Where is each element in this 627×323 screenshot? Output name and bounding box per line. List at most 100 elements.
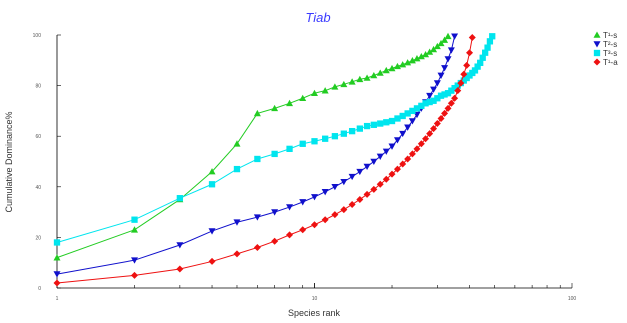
- legend-item: T³-s: [593, 49, 617, 58]
- data-point: [444, 32, 452, 40]
- y-tick-label: 60: [35, 134, 41, 140]
- data-point: [311, 221, 318, 229]
- data-point: [430, 97, 437, 104]
- data-point: [404, 110, 411, 117]
- data-point: [340, 206, 348, 214]
- data-point: [356, 195, 364, 203]
- data-point: [404, 155, 412, 163]
- legend-label: T³-s: [603, 49, 617, 58]
- data-point: [233, 250, 241, 258]
- data-point: [430, 45, 438, 53]
- data-point: [422, 135, 430, 143]
- series-4: [53, 34, 476, 287]
- data-point: [388, 117, 396, 125]
- data-point: [468, 34, 476, 42]
- data-point: [441, 91, 448, 98]
- series-2: [53, 33, 459, 278]
- data-point: [430, 125, 438, 133]
- legend: T¹-sT²-sT³-sT¹-a: [593, 31, 618, 67]
- x-tick-labels: 1 10 100: [56, 296, 577, 302]
- data-point: [208, 181, 216, 188]
- data-point: [348, 201, 356, 209]
- data-point: [176, 242, 184, 249]
- data-point: [53, 279, 61, 287]
- data-point: [363, 122, 371, 130]
- data-point: [131, 271, 139, 279]
- data-point: [408, 118, 416, 125]
- data-point: [331, 184, 339, 191]
- data-point: [457, 79, 465, 87]
- data-point: [370, 71, 378, 79]
- y-axis-label: Cumulative Dominance%: [4, 111, 14, 212]
- data-point: [233, 140, 241, 147]
- data-point: [422, 100, 429, 107]
- data-point: [451, 84, 458, 92]
- data-point: [417, 53, 425, 60]
- data-point: [356, 168, 364, 176]
- data-point: [484, 44, 491, 51]
- data-point: [388, 143, 396, 150]
- data-point: [176, 195, 184, 202]
- data-point: [299, 226, 307, 234]
- data-point: [376, 180, 384, 188]
- data-point: [393, 165, 401, 173]
- legend-label: T²-s: [603, 40, 617, 49]
- data-point: [271, 209, 279, 216]
- data-point: [322, 135, 329, 142]
- data-point: [363, 74, 371, 81]
- data-point: [393, 62, 401, 70]
- data-point: [321, 216, 329, 224]
- data-point: [363, 190, 371, 198]
- data-point: [399, 130, 407, 138]
- data-point: [370, 158, 378, 165]
- data-point: [388, 64, 396, 72]
- data-point: [53, 254, 61, 261]
- data-point: [340, 130, 347, 137]
- data-point: [370, 121, 377, 128]
- legend-item: T¹-a: [593, 58, 618, 67]
- legend-marker: [593, 31, 601, 38]
- data-point: [430, 86, 438, 93]
- data-point: [253, 214, 261, 221]
- data-point: [370, 185, 378, 193]
- data-point: [356, 125, 363, 132]
- data-point: [382, 175, 390, 183]
- data-point: [299, 140, 306, 147]
- data-point: [399, 61, 407, 68]
- data-point: [348, 173, 356, 181]
- data-point: [233, 165, 241, 173]
- data-point: [348, 127, 356, 135]
- x-tick-label: 1: [56, 296, 59, 302]
- data-point: [434, 95, 441, 102]
- data-point: [474, 63, 481, 70]
- data-point: [441, 36, 449, 43]
- data-point: [444, 56, 452, 63]
- legend-label: T¹-s: [603, 31, 617, 40]
- series-layer: [53, 32, 496, 287]
- data-point: [388, 170, 396, 178]
- data-point: [408, 150, 416, 158]
- data-point: [393, 137, 401, 144]
- data-point: [208, 168, 216, 175]
- data-point: [422, 50, 430, 58]
- data-point: [53, 271, 61, 278]
- data-point: [271, 104, 279, 112]
- data-point: [399, 160, 407, 168]
- data-point: [454, 87, 462, 95]
- data-point: [208, 228, 216, 235]
- legend-label: T¹-a: [603, 58, 618, 67]
- data-point: [448, 87, 455, 94]
- data-point: [286, 99, 294, 107]
- series-3: [53, 33, 496, 246]
- data-point: [208, 257, 216, 265]
- data-point: [444, 90, 452, 97]
- data-point: [399, 112, 406, 120]
- data-point: [451, 33, 459, 40]
- plot-axes: [56, 35, 572, 289]
- data-point: [348, 78, 356, 85]
- data-point: [447, 47, 455, 54]
- data-point: [382, 66, 390, 74]
- data-point: [426, 48, 434, 55]
- data-point: [441, 65, 449, 72]
